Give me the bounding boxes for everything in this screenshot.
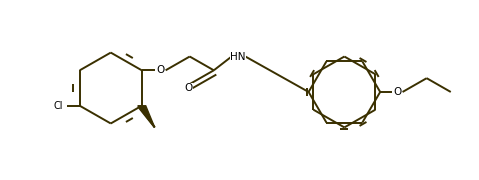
Text: Cl: Cl [53, 101, 63, 111]
Text: O: O [184, 83, 193, 93]
Polygon shape [138, 106, 155, 127]
Text: O: O [393, 87, 401, 97]
Text: HN: HN [230, 51, 246, 62]
Text: O: O [156, 65, 164, 75]
